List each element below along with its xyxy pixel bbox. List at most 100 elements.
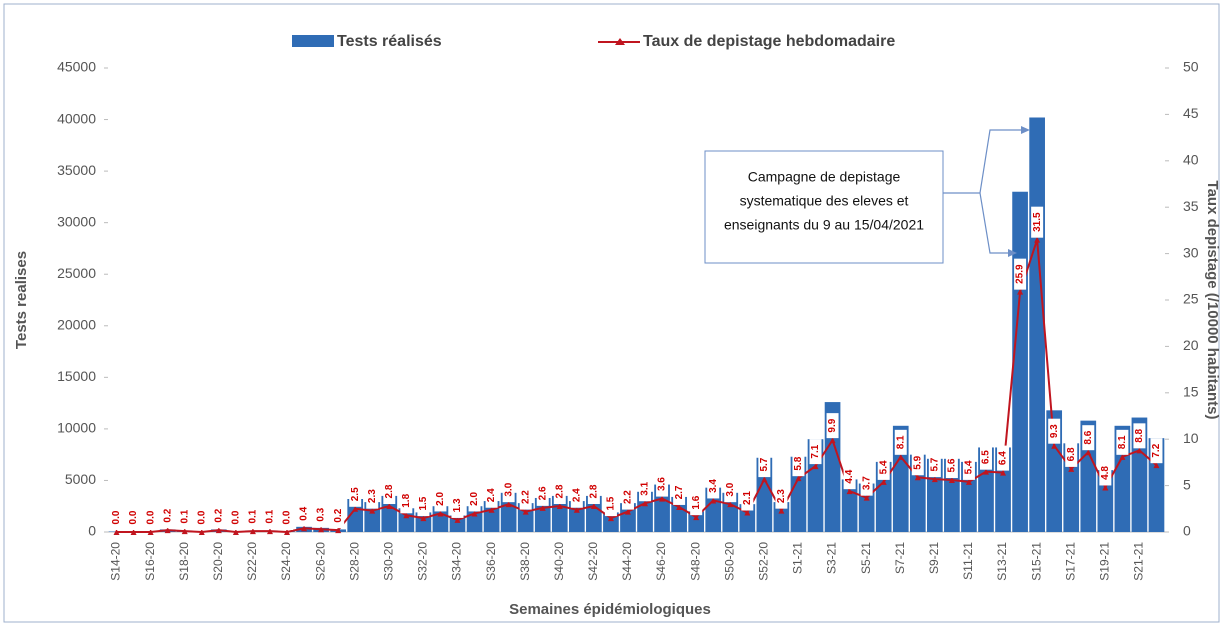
rate-marker (727, 501, 734, 508)
value-label-box (195, 505, 208, 530)
rate-marker (863, 494, 870, 501)
value-label: 9.9 (827, 418, 838, 432)
value-label-box (826, 413, 839, 439)
bar (1029, 117, 1045, 532)
value-label: 2.8 (384, 484, 395, 498)
value-label-box (587, 479, 600, 505)
value-label-box (962, 454, 975, 480)
value-label: 0.0 (111, 510, 122, 524)
x-tick-label: S22-20 (245, 542, 259, 581)
rate-marker (642, 500, 649, 507)
rate-marker (778, 507, 785, 514)
value-label: 1.6 (691, 495, 702, 509)
value-label-box (127, 505, 140, 530)
x-tick-label: S18-20 (177, 542, 191, 581)
value-label-box (298, 501, 311, 527)
value-label-box (1082, 425, 1095, 451)
value-label-box (911, 450, 924, 476)
legend-label: Taux de depistage hebdomadaire (643, 33, 895, 50)
y2-tick-label: 5 (1183, 476, 1191, 492)
value-label-box (263, 504, 276, 530)
value-label: 1.5 (418, 496, 429, 510)
value-label: 0.0 (128, 510, 139, 524)
y-tick-label: 40000 (57, 110, 96, 126)
value-label-box (1116, 429, 1129, 455)
x-tick-label: S21-21 (1132, 542, 1146, 581)
value-label: 0.2 (333, 508, 344, 522)
value-label: 6.4 (998, 451, 1009, 465)
x-tick-label: S42-20 (586, 542, 600, 581)
value-label-box (877, 454, 890, 480)
value-label: 6.8 (1066, 447, 1077, 461)
value-label: 0.2 (162, 508, 173, 522)
rate-marker (880, 478, 887, 485)
y-tick-label: 35000 (57, 162, 96, 178)
x-tick-label: S28-20 (347, 542, 361, 581)
x-tick-label: S48-20 (688, 542, 702, 581)
value-label-box (502, 477, 515, 503)
rate-marker (335, 527, 342, 534)
y2-axis-title: Taux depistage (/10000 habitants) (1204, 181, 1221, 420)
value-label: 0.1 (248, 509, 259, 523)
value-label: 5.6 (947, 458, 958, 472)
value-label-box (792, 451, 805, 477)
rate-marker (505, 501, 512, 508)
rate-marker (113, 529, 120, 535)
rate-marker (249, 528, 256, 535)
bar (1012, 191, 1028, 532)
value-label: 4.8 (1100, 466, 1111, 480)
value-label: 5.7 (929, 457, 940, 471)
rate-marker (573, 506, 580, 513)
value-label: 3.0 (725, 482, 736, 496)
value-label: 1.5 (606, 496, 617, 510)
value-label: 8.1 (1117, 435, 1128, 449)
value-label: 0.4 (299, 506, 310, 520)
x-tick-label: S16-20 (143, 542, 157, 581)
rate-marker (471, 510, 478, 517)
rate-marker (556, 503, 563, 510)
value-label-box (758, 452, 771, 478)
bar (705, 487, 722, 532)
value-label-box (485, 482, 498, 508)
rate-line (116, 239, 1158, 534)
value-label: 2.3 (367, 489, 378, 503)
value-label: 31.5 (1032, 212, 1043, 232)
rate-marker (914, 474, 921, 481)
value-label-box (621, 484, 634, 510)
value-label-box (229, 505, 242, 530)
value-label-box (945, 453, 958, 479)
value-label: 9.3 (1049, 424, 1060, 438)
value-label-box (332, 503, 345, 529)
rate-marker (1085, 449, 1092, 456)
value-label: 0.0 (282, 510, 293, 524)
rate-marker (181, 528, 188, 535)
rate-marker (301, 525, 308, 532)
rate-marker (846, 488, 853, 495)
rate-marker (948, 477, 955, 484)
value-label-box (928, 452, 941, 478)
value-label-box (707, 473, 720, 499)
rate-marker (1000, 469, 1007, 476)
value-label-box (1031, 206, 1044, 238)
x-tick-label: S15-21 (1029, 542, 1043, 581)
rate-marker (454, 516, 461, 523)
value-label: 2.0 (435, 492, 446, 506)
x-tick-label: S24-20 (279, 542, 293, 581)
value-label-box (843, 464, 856, 490)
value-label: 8.6 (1083, 430, 1094, 444)
value-label-box (997, 445, 1010, 471)
x-tick-label: S52-20 (757, 542, 771, 581)
x-tick-label: S36-20 (484, 542, 498, 581)
value-label-box (553, 479, 566, 505)
y2-tick-label: 20 (1183, 337, 1199, 353)
rate-marker (1119, 453, 1126, 460)
value-label: 2.1 (742, 491, 753, 505)
value-label: 3.6 (657, 477, 668, 491)
value-label-box (656, 471, 669, 497)
value-label-box (1133, 423, 1146, 449)
value-label-box (673, 479, 686, 505)
value-label: 8.8 (1134, 428, 1145, 442)
rate-marker (386, 503, 393, 510)
rate-marker (607, 515, 614, 522)
rate-marker (1153, 462, 1160, 469)
